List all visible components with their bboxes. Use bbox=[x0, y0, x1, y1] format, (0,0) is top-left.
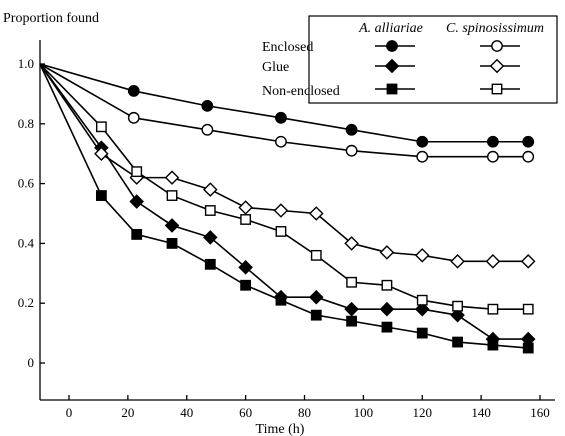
point-non-enclosed-a-alliariae bbox=[416, 327, 428, 339]
point-glue-a-alliariae bbox=[129, 194, 144, 209]
legend-header-c-spinosissimum: C. spinosissimum bbox=[446, 21, 544, 36]
point-non-enclosed-a-alliariae bbox=[95, 190, 107, 201]
point-non-enclosed-c-spinosissimum bbox=[346, 276, 357, 288]
point-glue-c-spinosissimum bbox=[485, 254, 501, 269]
point-enclosed-a-alliariae bbox=[345, 123, 358, 136]
point-non-enclosed-a-alliariae bbox=[240, 279, 252, 291]
point-non-enclosed-a-alliariae bbox=[310, 309, 322, 321]
legend-swatch-circle-open bbox=[491, 40, 503, 52]
point-glue-c-spinosissimum bbox=[238, 200, 253, 215]
legend-label-enclosed: Enclosed bbox=[262, 40, 313, 55]
point-glue-c-spinosissimum bbox=[520, 254, 536, 269]
legend-label-glue: Glue bbox=[262, 60, 289, 75]
x-tick-label: 100 bbox=[354, 405, 374, 420]
point-enclosed-c-spinosissimum bbox=[275, 135, 287, 148]
point-enclosed-c-spinosissimum bbox=[127, 111, 140, 124]
point-glue-c-spinosissimum bbox=[450, 254, 465, 269]
x-tick-label: 80 bbox=[298, 405, 311, 420]
point-glue-a-alliariae bbox=[203, 230, 218, 245]
y-tick-label: 0.4 bbox=[18, 235, 35, 250]
legend-swatch-square-filled bbox=[386, 83, 398, 95]
point-glue-c-spinosissimum bbox=[344, 236, 359, 251]
point-glue-a-alliariae bbox=[450, 307, 465, 323]
point-non-enclosed-a-alliariae bbox=[131, 229, 143, 240]
x-tick-label: 140 bbox=[471, 405, 491, 420]
point-non-enclosed-c-spinosissimum bbox=[416, 294, 428, 306]
point-non-enclosed-c-spinosissimum bbox=[487, 303, 499, 315]
series-markers bbox=[94, 85, 536, 354]
point-non-enclosed-a-alliariae bbox=[452, 336, 463, 348]
point-enclosed-c-spinosissimum bbox=[201, 123, 214, 136]
point-glue-c-spinosissimum bbox=[203, 182, 218, 197]
legend-swatches bbox=[375, 40, 520, 95]
legend-swatch-square-open bbox=[491, 83, 503, 95]
y-tick-label: 0.6 bbox=[18, 176, 35, 191]
point-enclosed-a-alliariae bbox=[522, 135, 535, 148]
point-glue-a-alliariae bbox=[379, 301, 395, 317]
x-tick-label: 40 bbox=[180, 405, 193, 420]
point-glue-a-alliariae bbox=[308, 289, 324, 305]
point-glue-c-spinosissimum bbox=[308, 206, 324, 221]
point-enclosed-a-alliariae bbox=[486, 135, 499, 148]
point-glue-c-spinosissimum bbox=[94, 146, 109, 161]
point-non-enclosed-c-spinosissimum bbox=[131, 166, 143, 178]
legend-swatch-diamond-open bbox=[489, 58, 505, 74]
x-tick-label: 20 bbox=[121, 405, 134, 420]
point-enclosed-a-alliariae bbox=[275, 111, 287, 124]
series-line-enclosed-a-alliariae bbox=[39, 63, 529, 143]
point-non-enclosed-c-spinosissimum bbox=[240, 214, 252, 225]
point-non-enclosed-c-spinosissimum bbox=[522, 303, 534, 315]
legend-header-a-alliariae: A. alliariae bbox=[358, 21, 423, 36]
point-enclosed-c-spinosissimum bbox=[345, 144, 358, 157]
series-line-non-enclosed-a-alliariae bbox=[39, 63, 529, 349]
point-non-enclosed-a-alliariae bbox=[166, 237, 178, 249]
legend-label-non-enclosed: Non-enclosed bbox=[262, 84, 340, 99]
point-glue-a-alliariae bbox=[344, 301, 359, 317]
point-enclosed-a-alliariae bbox=[201, 99, 214, 112]
point-non-enclosed-c-spinosissimum bbox=[166, 190, 178, 201]
y-tick-label: 1.0 bbox=[18, 56, 34, 71]
point-glue-c-spinosissimum bbox=[414, 248, 430, 263]
point-glue-a-alliariae bbox=[414, 301, 430, 317]
x-tick-label: 160 bbox=[530, 405, 550, 420]
point-enclosed-a-alliariae bbox=[127, 85, 140, 97]
y-tick-label: 0.2 bbox=[18, 295, 34, 310]
series-line-non-enclosed-c-spinosissimum bbox=[39, 63, 529, 310]
x-tick-label: 120 bbox=[413, 405, 433, 420]
point-non-enclosed-c-spinosissimum bbox=[381, 279, 393, 291]
axes: 0 20 40 60 80 100 120 140 160 0 0.2 0.4 0.6 0.8 1.0 bbox=[18, 40, 555, 420]
point-non-enclosed-a-alliariae bbox=[381, 321, 393, 333]
legend-swatch-circle-filled bbox=[386, 40, 398, 52]
point-non-enclosed-c-spinosissimum bbox=[95, 121, 107, 133]
point-glue-c-spinosissimum bbox=[273, 203, 289, 218]
point-glue-c-spinosissimum bbox=[379, 245, 395, 260]
x-axis-title: Time (h) bbox=[256, 422, 305, 436]
point-non-enclosed-c-spinosissimum bbox=[204, 205, 216, 216]
point-non-enclosed-a-alliariae bbox=[204, 258, 216, 270]
point-glue-a-alliariae bbox=[238, 260, 253, 275]
series-line-enclosed-c-spinosissimum bbox=[39, 63, 529, 158]
point-non-enclosed-a-alliariae bbox=[346, 315, 357, 327]
point-enclosed-c-spinosissimum bbox=[416, 150, 429, 163]
point-non-enclosed-a-alliariae bbox=[275, 294, 287, 306]
point-enclosed-c-spinosissimum bbox=[522, 150, 535, 163]
x-tick-label: 60 bbox=[239, 405, 252, 420]
point-non-enclosed-c-spinosissimum bbox=[452, 300, 463, 312]
point-enclosed-a-alliariae bbox=[416, 135, 429, 148]
legend: A. alliariae C. spinosissimum Enclosed G… bbox=[262, 15, 558, 104]
point-non-enclosed-a-alliariae bbox=[487, 339, 499, 351]
point-glue-a-alliariae bbox=[164, 218, 180, 233]
point-non-enclosed-a-alliariae bbox=[522, 342, 534, 354]
y-tick-label: 0.8 bbox=[18, 116, 34, 131]
point-non-enclosed-c-spinosissimum bbox=[310, 249, 322, 261]
y-tick-label: 0 bbox=[28, 355, 35, 370]
point-glue-c-spinosissimum bbox=[164, 170, 180, 185]
point-non-enclosed-c-spinosissimum bbox=[275, 226, 287, 237]
y-axis-title: Proportion found bbox=[3, 11, 99, 26]
x-tick-label: 0 bbox=[66, 405, 73, 420]
legend-swatch-diamond-filled bbox=[384, 58, 400, 74]
point-enclosed-c-spinosissimum bbox=[486, 150, 499, 163]
